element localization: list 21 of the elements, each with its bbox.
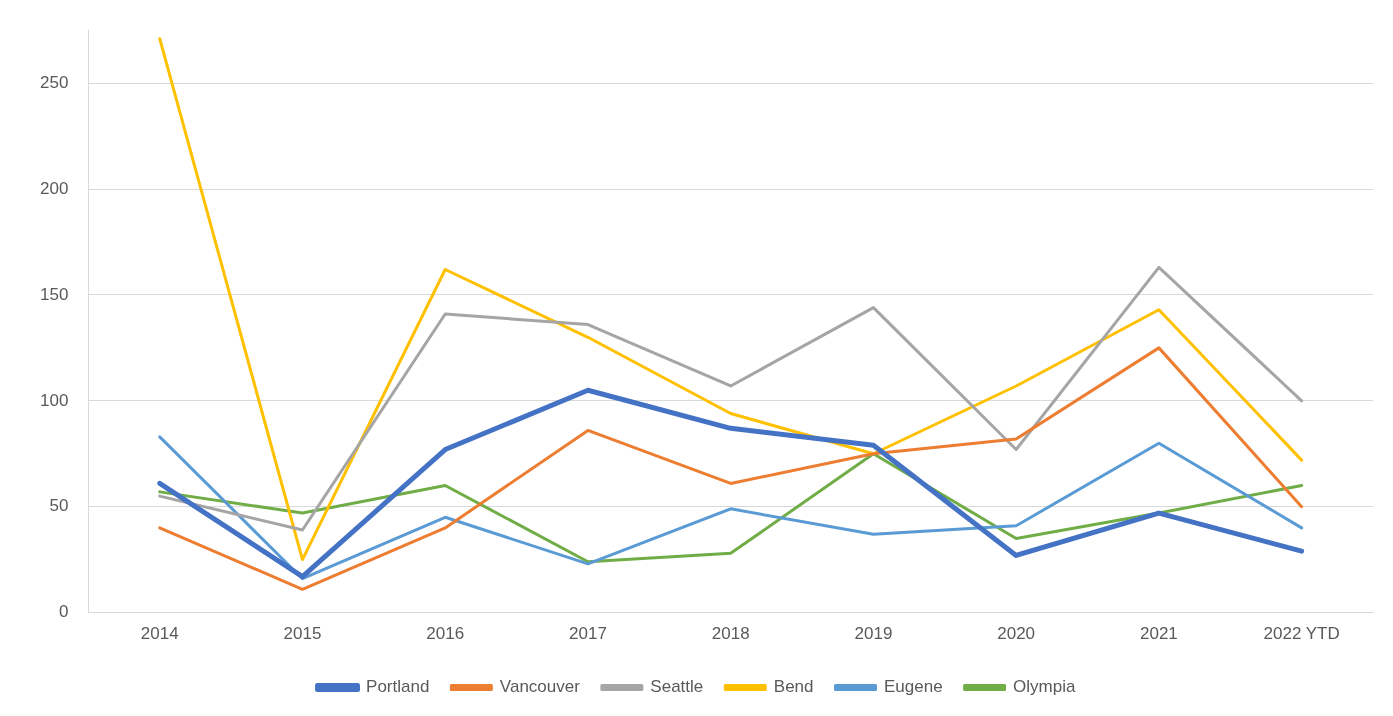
x-tick-label: 2021 [1139,624,1178,644]
y-tick-label: 0 [58,602,69,622]
legend-label: Bend [773,677,814,697]
y-tick-label: 150 [39,284,69,304]
y-tick-label: 250 [39,72,69,92]
x-tick-label: 2020 [997,624,1036,644]
y-tick-label: 100 [39,390,69,410]
legend-label: Portland [366,677,430,697]
x-tick-label: 2019 [854,624,893,644]
legend-label: Olympia [1013,677,1076,697]
x-tick-label: 2015 [283,624,322,644]
legend-label: Seattle [650,677,704,697]
legend-label: Vancouver [499,677,581,697]
y-tick-label: 50 [49,496,69,516]
legend-label: Eugene [884,677,943,697]
x-tick-label: 2017 [569,624,607,644]
x-tick-label: 2022 YTD [1263,624,1340,644]
y-tick-label: 200 [39,178,69,198]
x-tick-label: 2018 [711,624,750,644]
x-tick-label: 2016 [426,624,465,644]
x-tick-label: 2014 [140,624,179,644]
